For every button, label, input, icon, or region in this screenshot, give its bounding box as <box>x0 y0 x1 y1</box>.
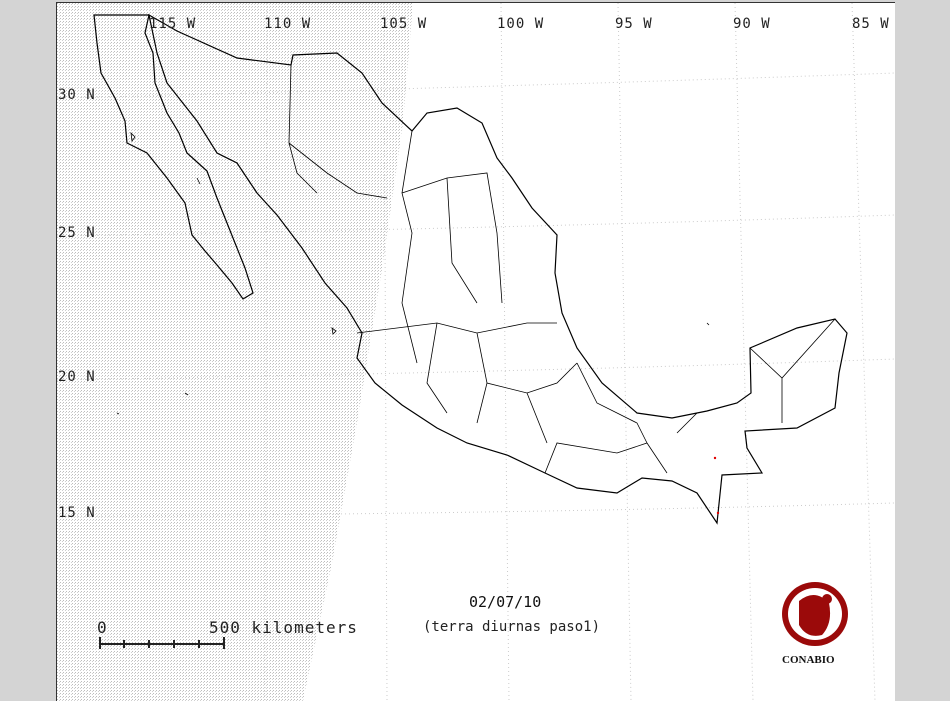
baja-california <box>93 14 254 300</box>
map-canvas <box>57 3 895 701</box>
longitude-label: 115 W <box>149 16 197 32</box>
scale-end-label: 500 kilometers <box>209 618 358 637</box>
longitude-label: 90 W <box>733 16 771 32</box>
longitude-label: 95 W <box>615 16 653 32</box>
map-subtitle: (terra diurnas paso1) <box>423 619 601 635</box>
mexico-outline <box>93 13 848 525</box>
scale-start-label: 0 <box>97 618 108 637</box>
longitude-label: 100 W <box>497 16 545 32</box>
logo-text: CONABIO <box>782 654 835 666</box>
scale-bar <box>99 637 225 649</box>
longitude-label: 110 W <box>264 16 312 32</box>
latitude-label: 20 N <box>58 369 96 385</box>
map-date: 02/07/10 <box>469 593 542 611</box>
graticule <box>57 3 895 701</box>
longitude-label: 105 W <box>380 16 428 32</box>
mainland <box>148 13 848 525</box>
longitude-label: 85 W <box>852 16 890 32</box>
islands <box>116 131 710 415</box>
night-stipple-region <box>57 3 413 701</box>
conabio-logo-icon <box>782 582 848 646</box>
latitude-label: 30 N <box>58 87 96 103</box>
latitude-label: 25 N <box>58 225 96 241</box>
map-frame: 115 W 110 W 105 W 100 W 95 W 90 W 85 W 3… <box>56 2 895 701</box>
fire-point <box>716 511 720 515</box>
state-lines <box>288 64 836 474</box>
latitude-label: 15 N <box>58 505 96 521</box>
fire-point <box>713 456 717 460</box>
